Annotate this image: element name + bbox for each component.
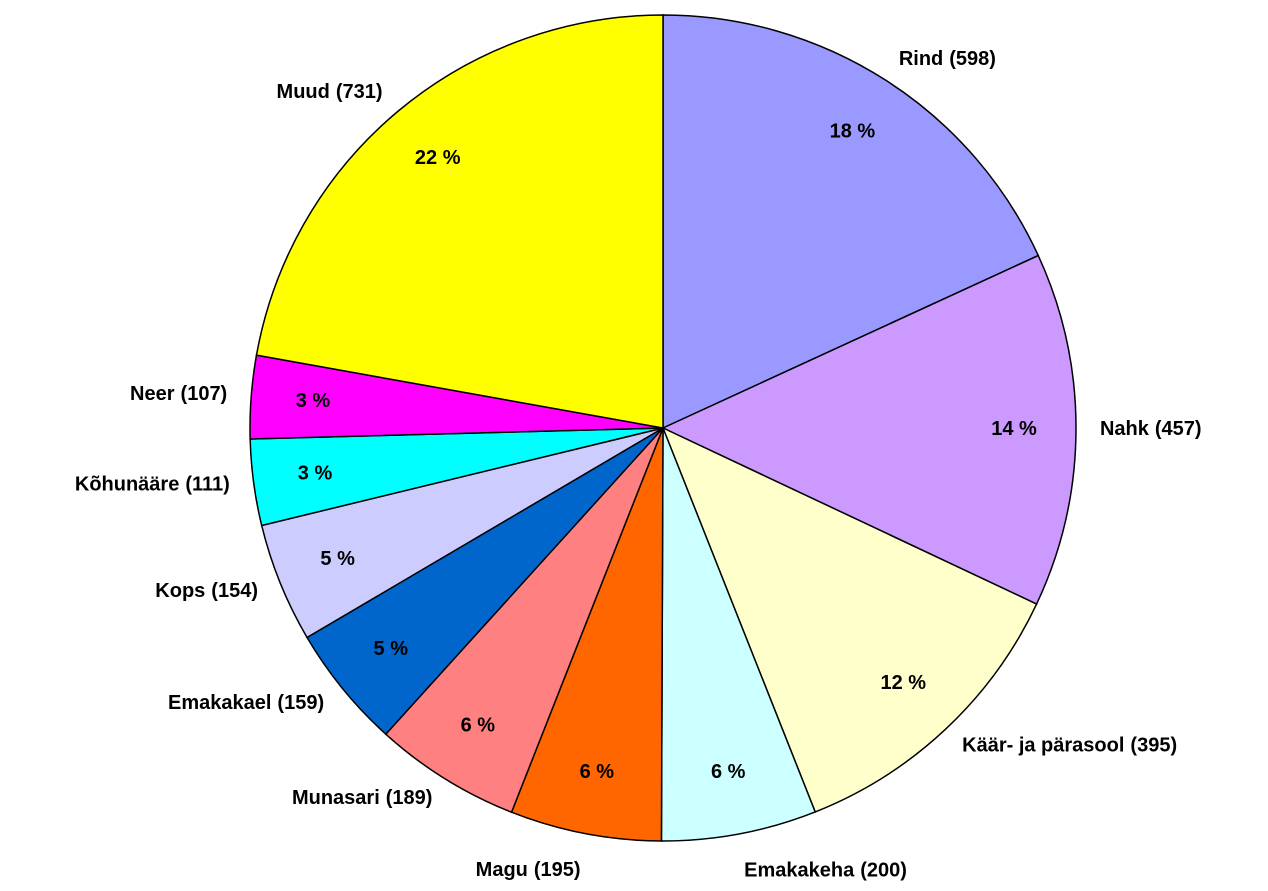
percent-label: 3 % (298, 463, 333, 485)
percent-label: 12 % (881, 672, 927, 694)
category-name: Emakakael (168, 692, 271, 714)
category-label: Nahk (457) (1100, 418, 1202, 440)
category-label: Rind (598) (899, 48, 996, 70)
category-name: Nahk (1100, 418, 1150, 440)
category-name: Rind (899, 48, 943, 70)
pie-slice (662, 14, 1040, 430)
category-name: Emakakeha (744, 860, 855, 882)
count-label: (195) (534, 859, 581, 881)
category-name: Kõhunääre (75, 474, 179, 496)
count-label: (154) (211, 580, 258, 602)
pie-slice (384, 427, 664, 814)
pie-slice (661, 426, 1038, 813)
percent-label: 5 % (374, 638, 409, 660)
count-label: (598) (949, 48, 996, 70)
percent-label: 14 % (991, 418, 1037, 440)
count-label: (107) (181, 383, 228, 405)
pie-slice (660, 427, 817, 842)
percent-label: 22 % (415, 147, 461, 169)
count-label: (731) (336, 81, 383, 103)
pie-slice (255, 14, 664, 429)
category-name: Magu (476, 859, 528, 881)
percent-label: 3 % (296, 390, 331, 412)
pie-slice (510, 427, 664, 842)
category-name: Kops (155, 580, 205, 602)
category-name: Munasari (292, 788, 380, 810)
category-label: Magu (195) (476, 859, 581, 881)
count-label: (111) (185, 474, 229, 496)
percent-label: 18 % (830, 121, 876, 143)
percent-label: 6 % (580, 761, 615, 783)
category-label: Kõhunääre (111) (75, 474, 230, 496)
percent-label: 6 % (711, 761, 746, 783)
category-label: Käär- ja pärasool (395) (962, 735, 1177, 757)
category-name: Muud (277, 81, 330, 103)
count-label: (395) (1130, 735, 1177, 757)
category-name: Neer (130, 383, 175, 405)
count-label: (457) (1155, 418, 1202, 440)
percent-label: 5 % (320, 548, 355, 570)
category-label: Kops (154) (155, 580, 258, 602)
count-label: (189) (386, 788, 433, 810)
percent-label: 6 % (461, 715, 496, 737)
category-label: Munasari (189) (292, 788, 433, 810)
count-label: (159) (277, 692, 324, 714)
pie-slice (661, 254, 1077, 606)
category-label: Neer (107) (130, 383, 227, 405)
count-label: (200) (860, 860, 907, 882)
category-label: Emakakeha (200) (744, 860, 907, 882)
category-label: Muud (731) (277, 81, 383, 103)
category-name: Käär- ja pärasool (962, 735, 1124, 757)
category-label: Emakakael (159) (168, 692, 324, 714)
